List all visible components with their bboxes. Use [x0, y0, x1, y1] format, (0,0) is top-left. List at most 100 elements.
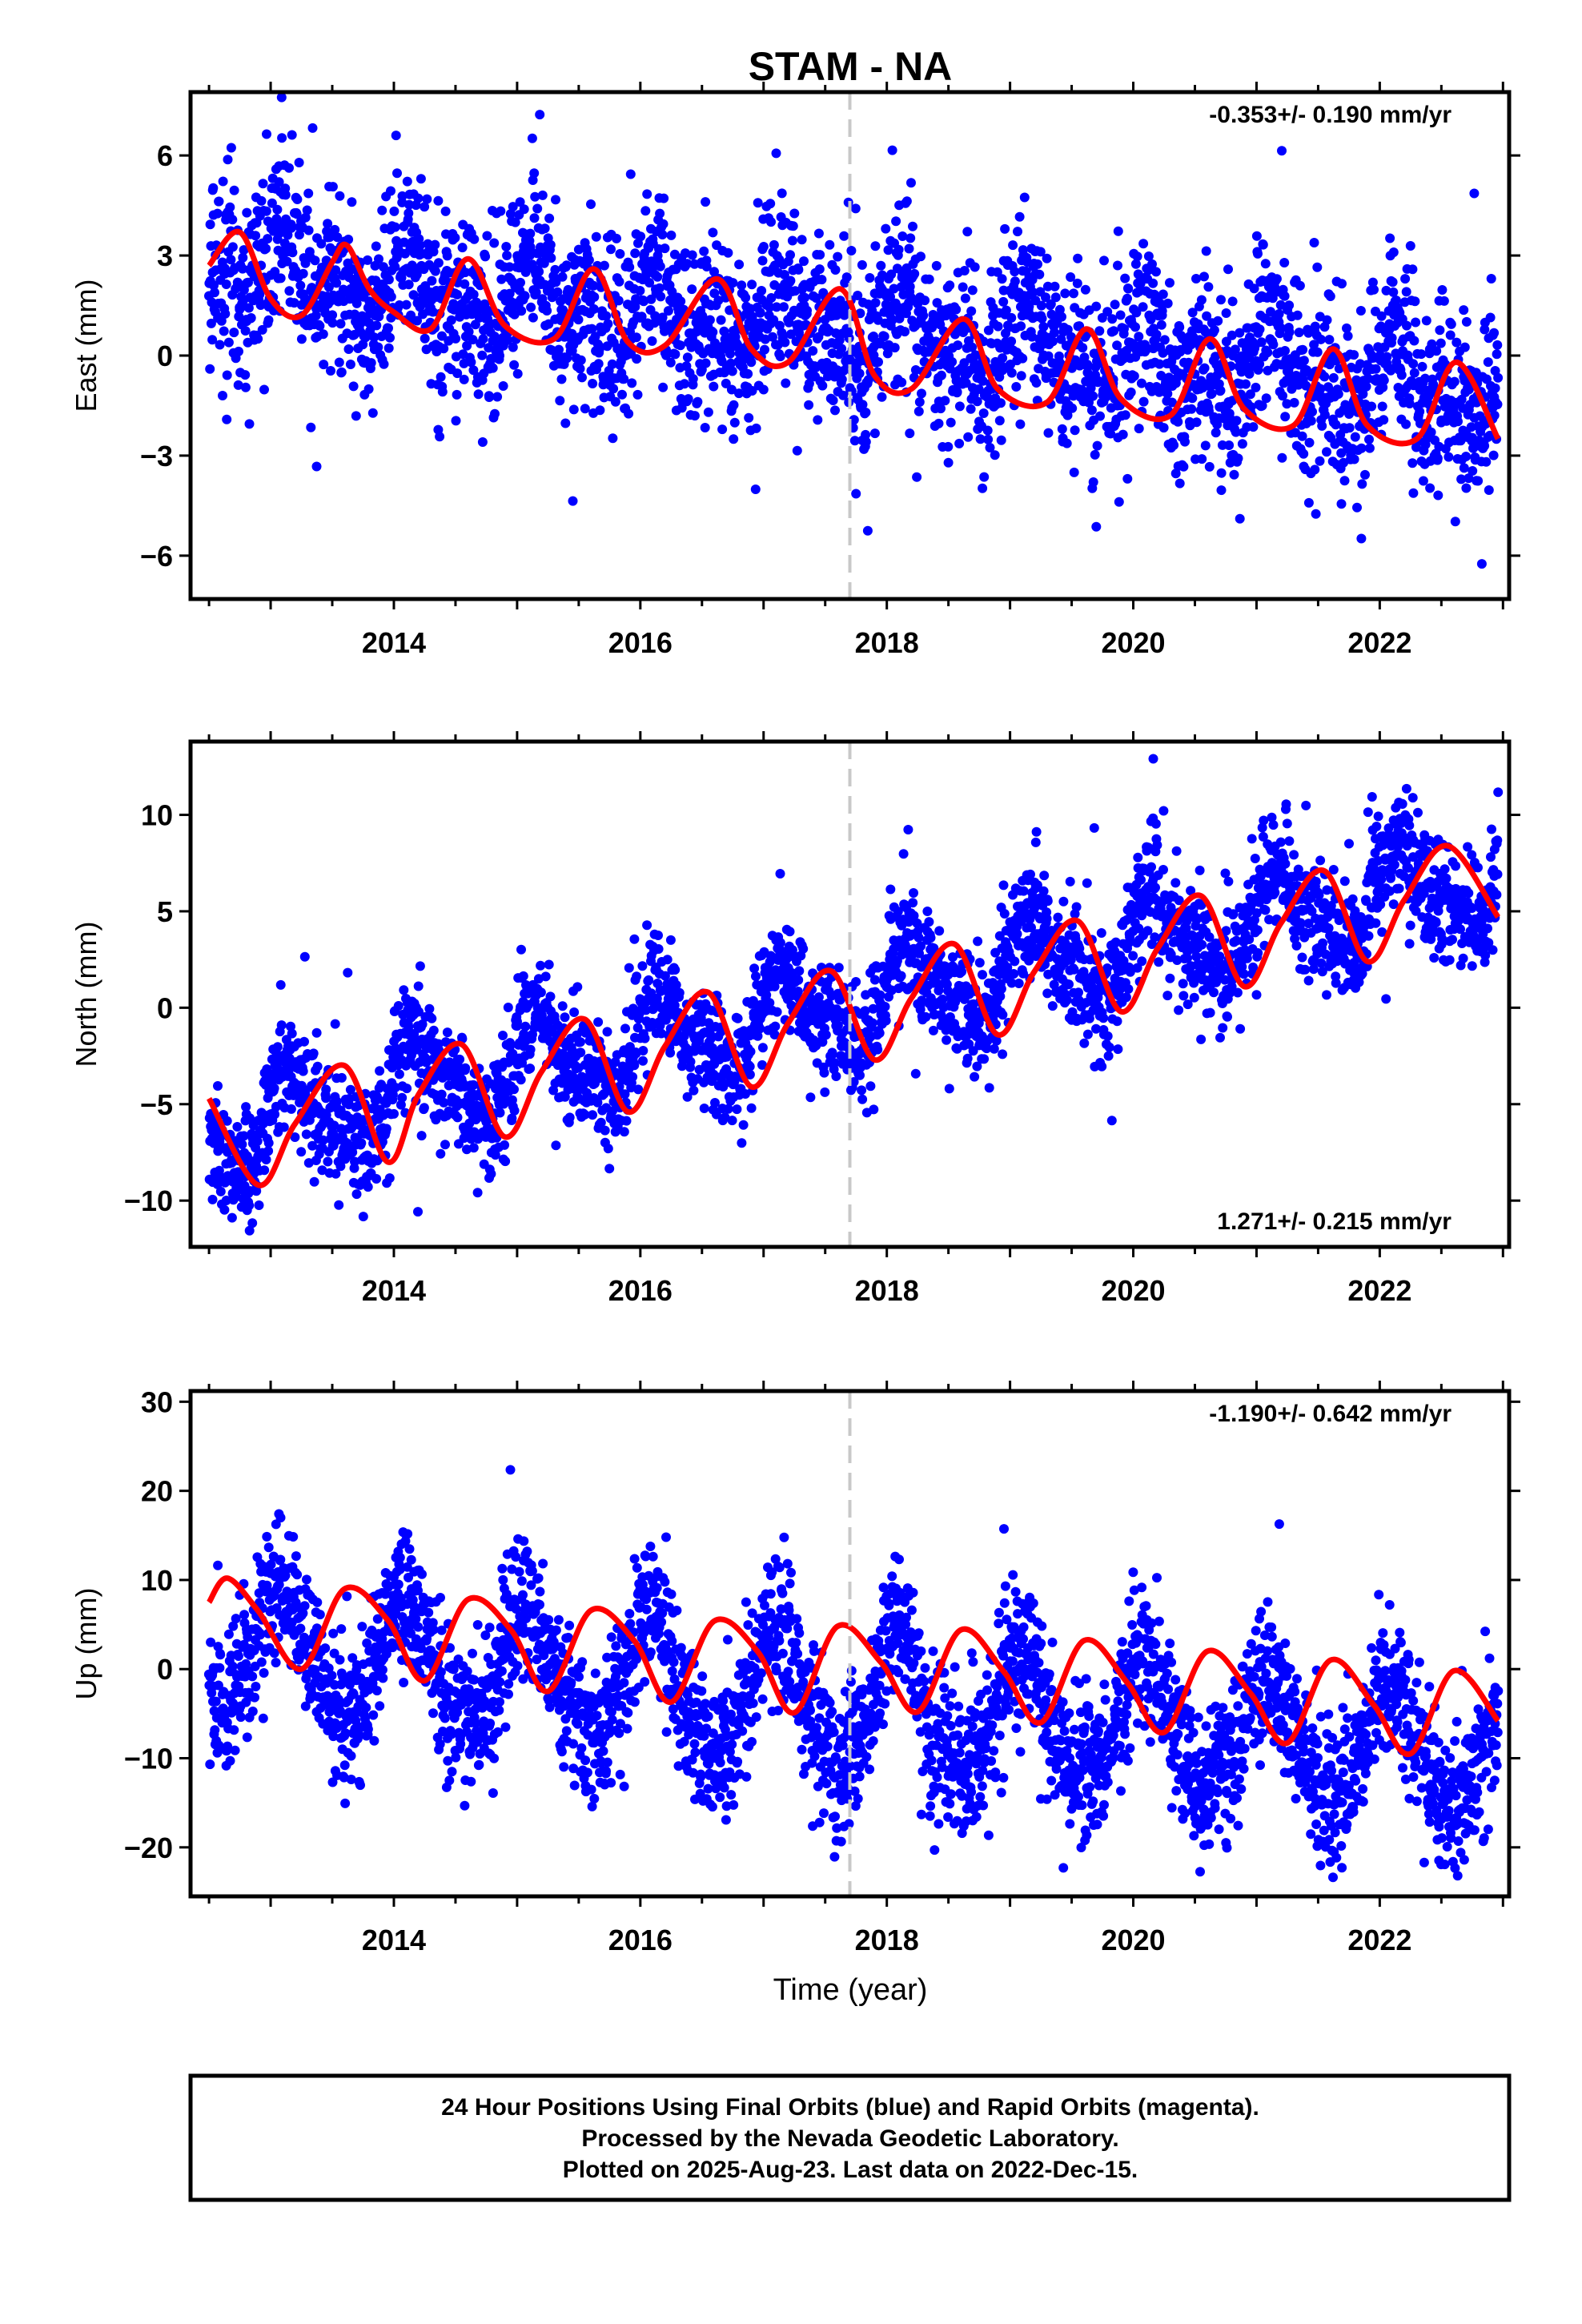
east-data-point — [1433, 490, 1443, 501]
east-data-point — [833, 251, 843, 262]
east-data-point — [1138, 302, 1148, 312]
east-data-point — [311, 461, 322, 472]
north-data-point — [312, 1061, 323, 1072]
east-data-point — [1119, 324, 1129, 334]
east-data-point — [656, 292, 666, 302]
east-data-point — [501, 242, 512, 251]
east-data-point — [1147, 259, 1157, 269]
east-data-point — [1298, 344, 1308, 355]
east-data-point — [1387, 277, 1398, 287]
east-data-point — [1227, 296, 1238, 307]
north-data-point — [221, 1196, 231, 1205]
north-data-point — [214, 1165, 224, 1176]
east-data-point — [303, 225, 314, 235]
east-data-point — [1115, 310, 1126, 320]
east-data-point — [954, 401, 965, 412]
east-data-point — [1369, 284, 1379, 295]
east-data-point — [1490, 383, 1500, 393]
east-data-point — [755, 308, 765, 318]
east-data-point — [978, 408, 989, 418]
east-data-point — [1211, 352, 1221, 362]
east-data-point — [1278, 391, 1287, 401]
east-data-point — [296, 334, 307, 344]
east-data-point — [1456, 474, 1467, 485]
north-data-point — [468, 1080, 479, 1090]
north-data-point — [865, 1081, 876, 1092]
east-data-point — [331, 278, 342, 288]
east-data-point — [1492, 340, 1503, 350]
east-data-point — [450, 233, 460, 243]
east-data-point — [658, 219, 669, 229]
east-data-point — [218, 391, 227, 400]
north-data-point — [334, 1200, 344, 1210]
east-data-point — [1008, 240, 1018, 251]
north-data-point — [653, 931, 663, 940]
east-data-point — [510, 217, 520, 227]
east-data-point — [1067, 403, 1078, 413]
east-data-point — [1042, 253, 1052, 263]
north-data-point — [875, 990, 885, 1000]
east-data-point — [446, 315, 456, 325]
north-data-point — [335, 1161, 346, 1172]
east-data-point — [1174, 478, 1185, 489]
east-data-point — [1018, 353, 1028, 364]
north-data-point — [343, 967, 353, 978]
east-data-point — [760, 334, 770, 344]
east-data-point — [705, 315, 715, 325]
north-data-point — [394, 1069, 404, 1080]
north-data-point — [576, 1047, 586, 1058]
north-data-point — [452, 1112, 463, 1123]
north-data-point — [428, 1025, 439, 1035]
east-data-point — [970, 350, 981, 360]
east-data-point — [1014, 211, 1025, 222]
east-data-point — [1284, 300, 1295, 311]
north-data-point — [545, 991, 556, 1002]
north-data-point — [737, 1138, 747, 1148]
east-data-point — [394, 300, 404, 310]
east-data-point — [472, 297, 482, 308]
east-data-point — [1011, 382, 1022, 392]
north-data-point — [765, 998, 775, 1008]
east-data-point — [586, 199, 596, 209]
east-data-point — [347, 197, 357, 207]
east-data-point — [210, 287, 219, 298]
east-data-point — [779, 270, 789, 279]
east-data-point — [630, 248, 640, 259]
east-data-point — [519, 204, 529, 215]
east-data-point — [1246, 402, 1256, 412]
east-data-point — [1349, 454, 1359, 464]
east-data-point — [1046, 299, 1056, 309]
north-data-point — [507, 1113, 517, 1124]
east-data-point — [1057, 424, 1067, 434]
north-data-point — [397, 1092, 408, 1103]
east-data-point — [815, 250, 825, 260]
east-data-point — [1480, 324, 1490, 335]
east-data-point — [1324, 335, 1335, 345]
north-data-point — [358, 1212, 368, 1222]
east-data-point — [962, 227, 973, 237]
east-data-point — [729, 400, 739, 410]
east-data-point — [246, 313, 256, 323]
east-data-point — [1425, 483, 1435, 493]
east-data-point — [1178, 461, 1189, 472]
north-data-point — [354, 1261, 363, 1270]
north-data-point — [427, 1013, 437, 1023]
east-data-point — [1001, 305, 1011, 316]
north-data-point — [301, 1129, 311, 1140]
east-data-point — [975, 434, 986, 444]
east-data-point — [1350, 432, 1360, 442]
east-data-point — [1197, 454, 1207, 464]
east-data-point — [905, 233, 916, 243]
north-data-point — [520, 1021, 531, 1031]
east-data-point — [440, 206, 451, 216]
east-data-point — [1041, 292, 1050, 303]
east-data-point — [655, 208, 665, 219]
east-data-point — [423, 239, 433, 249]
north-data-point — [669, 1000, 680, 1011]
east-data-point — [495, 351, 504, 361]
east-data-point — [546, 253, 556, 263]
east-data-point — [1148, 278, 1158, 288]
east-data-point — [1043, 351, 1054, 361]
east-data-point — [295, 280, 306, 291]
east-data-point — [688, 374, 698, 384]
